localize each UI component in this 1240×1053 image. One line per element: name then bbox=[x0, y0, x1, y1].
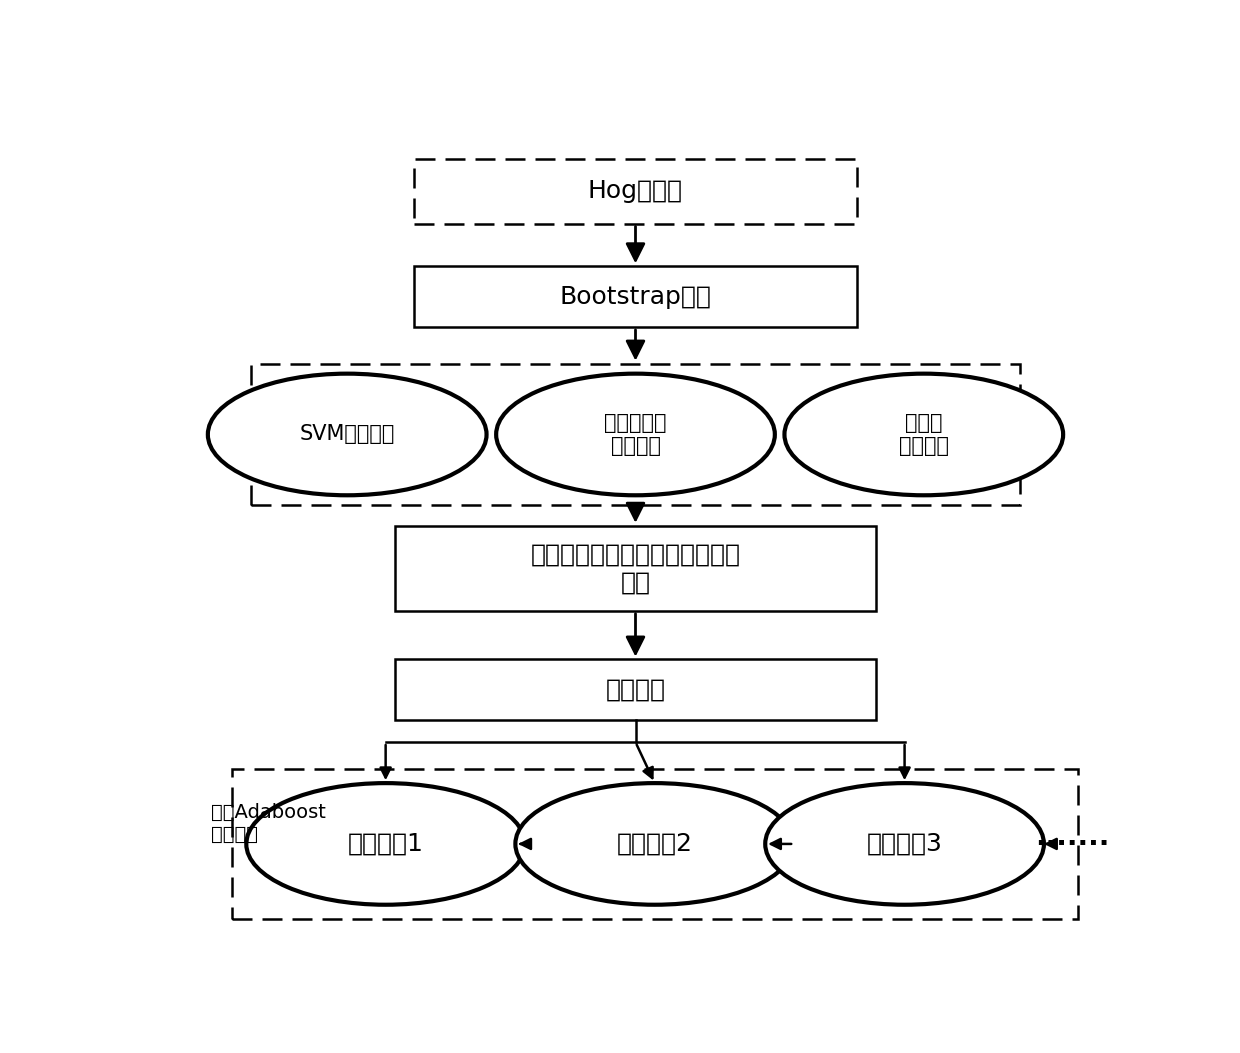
Ellipse shape bbox=[785, 374, 1063, 495]
Text: 选择在测试集上正确率最高的分
类器: 选择在测试集上正确率最高的分 类器 bbox=[531, 542, 740, 594]
Bar bbox=[250, 363, 1021, 505]
Ellipse shape bbox=[765, 783, 1044, 905]
Bar bbox=[232, 769, 1078, 919]
Text: Bootstrap抽样: Bootstrap抽样 bbox=[559, 284, 712, 309]
Text: SVM弱分类器: SVM弱分类器 bbox=[300, 424, 394, 444]
Text: ·······: ······· bbox=[1035, 830, 1110, 858]
Ellipse shape bbox=[208, 374, 486, 495]
Bar bbox=[414, 266, 857, 327]
Bar bbox=[396, 659, 875, 720]
Text: 异质Adaboost
强分类器: 异质Adaboost 强分类器 bbox=[211, 803, 326, 845]
Text: 弱分类器3: 弱分类器3 bbox=[867, 832, 942, 856]
Text: 更新权重: 更新权重 bbox=[605, 678, 666, 702]
Text: 决策树
弱分类器: 决策树 弱分类器 bbox=[899, 413, 949, 456]
Ellipse shape bbox=[496, 374, 775, 495]
Text: 弱分类器2: 弱分类器2 bbox=[616, 832, 693, 856]
Ellipse shape bbox=[516, 783, 794, 905]
Bar bbox=[396, 525, 875, 611]
Bar bbox=[414, 159, 857, 223]
Ellipse shape bbox=[247, 783, 525, 905]
Text: 弱分类器1: 弱分类器1 bbox=[347, 832, 424, 856]
Text: 多层感知机
弱分类器: 多层感知机 弱分类器 bbox=[604, 413, 667, 456]
Text: Hog特征集: Hog特征集 bbox=[588, 179, 683, 203]
